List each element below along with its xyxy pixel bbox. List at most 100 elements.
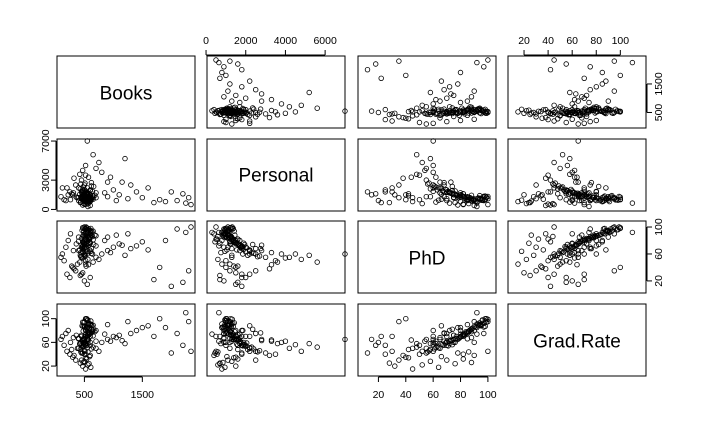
point-phd-vs-grad-rate-120: [535, 236, 542, 242]
point-books-vs-grad-rate-50: [594, 108, 601, 115]
point-personal-vs-grad-rate-136: [593, 188, 599, 195]
point-grad-rate-vs-books-140: [58, 336, 64, 343]
point-personal-vs-phd-61: [396, 182, 402, 188]
point-grad-rate-vs-phd-119: [452, 361, 458, 367]
point-personal-vs-books-68: [93, 165, 99, 172]
point-personal-vs-books-41: [93, 190, 99, 196]
point-grad-rate-vs-phd-129: [368, 336, 375, 343]
point-phd-vs-grad-rate-137: [596, 241, 602, 248]
point-books-vs-grad-rate-121: [528, 110, 534, 116]
point-personal-vs-grad-rate-146: [583, 194, 590, 200]
point-grad-rate-vs-personal-74: [306, 340, 312, 347]
point-books-vs-personal-146: [228, 113, 234, 120]
point-personal-vs-phd-78: [455, 194, 461, 201]
bottom-tick-label-phd-0: 20: [373, 389, 385, 401]
point-books-vs-grad-rate-114: [515, 109, 521, 115]
point-grad-rate-vs-personal-145: [237, 334, 243, 341]
point-books-vs-personal-130: [242, 106, 249, 113]
point-books-vs-phd-78: [455, 81, 461, 87]
point-grad-rate-vs-phd-127: [408, 337, 414, 343]
point-phd-vs-books-72: [110, 244, 117, 250]
point-phd-vs-books-90: [156, 264, 163, 271]
point-phd-vs-grad-rate-140: [575, 254, 581, 260]
point-personal-vs-grad-rate-142: [587, 197, 593, 204]
top-tick-label-grad-rate-3: 80: [590, 35, 602, 47]
point-phd-vs-books-146: [73, 241, 79, 247]
point-personal-vs-grad-rate-127: [574, 174, 580, 180]
point-phd-vs-personal-110: [230, 225, 236, 232]
point-phd-vs-personal-143: [233, 237, 239, 244]
top-tick-label-grad-rate-2: 60: [566, 35, 578, 47]
point-books-vs-phd-123: [438, 107, 445, 113]
point-books-vs-personal-89: [217, 75, 223, 81]
point-grad-rate-vs-personal-134: [211, 352, 217, 359]
point-books-vs-phd-148: [433, 111, 439, 117]
point-books-vs-phd-60: [403, 115, 409, 121]
point-phd-vs-grad-rate-123: [540, 247, 546, 253]
point-books-vs-phd-135: [455, 110, 461, 116]
point-personal-vs-phd-70: [437, 179, 443, 185]
point-grad-rate-vs-phd-140: [423, 336, 429, 343]
point-phd-vs-books-62: [67, 274, 73, 281]
point-phd-vs-grad-rate-147: [576, 234, 583, 240]
point-books-vs-personal-64: [246, 118, 253, 124]
point-personal-vs-books-122: [83, 193, 89, 199]
point-grad-rate-vs-books-143: [65, 327, 71, 334]
point-phd-vs-personal-123: [224, 247, 230, 253]
point-phd-vs-books-91: [162, 237, 169, 244]
point-personal-vs-phd-131: [389, 189, 395, 195]
point-books-vs-phd-73: [451, 92, 457, 99]
point-books-vs-grad-rate-91: [599, 69, 605, 76]
point-books-vs-personal-74: [306, 89, 312, 96]
right-tick-label-phd-2: 100: [653, 218, 665, 236]
point-grad-rate-vs-phd-66: [400, 352, 406, 359]
point-personal-vs-books-143: [65, 192, 71, 198]
point-personal-vs-books-61: [72, 182, 79, 188]
point-personal-vs-grad-rate-34: [552, 180, 558, 186]
point-grad-rate-vs-books-77: [133, 327, 140, 334]
point-grad-rate-vs-books-80: [104, 321, 111, 328]
point-personal-vs-books-82: [101, 190, 108, 196]
point-books-vs-personal-72: [242, 95, 249, 101]
point-personal-vs-grad-rate-113: [521, 192, 527, 198]
point-personal-vs-books-139: [92, 192, 98, 198]
point-books-vs-grad-rate-75: [571, 96, 578, 103]
point-personal-vs-phd-52: [460, 193, 466, 199]
point-books-vs-phd-74: [427, 89, 434, 96]
point-personal-vs-grad-rate-61: [533, 182, 539, 188]
point-personal-vs-grad-rate-1: [569, 194, 575, 201]
point-phd-vs-personal-122: [231, 263, 237, 269]
point-personal-vs-books-20: [78, 177, 85, 183]
point-personal-vs-books-138: [88, 179, 95, 186]
point-phd-vs-books-150: [82, 236, 89, 242]
point-books-vs-grad-rate-104: [616, 108, 622, 115]
point-phd-vs-books-139: [92, 232, 98, 238]
point-personal-vs-phd-76: [441, 182, 447, 188]
point-personal-vs-grad-rate-118: [533, 195, 539, 202]
point-phd-vs-grad-rate-62: [545, 274, 551, 281]
point-books-vs-phd-144: [471, 116, 477, 122]
point-personal-vs-books-72: [110, 187, 117, 193]
point-books-vs-grad-rate-115: [523, 108, 530, 114]
point-phd-vs-personal-148: [218, 249, 224, 256]
point-books-vs-phd-54: [425, 111, 431, 117]
point-grad-rate-vs-phd-80: [464, 321, 471, 328]
point-phd-vs-books-142: [63, 244, 69, 250]
point-grad-rate-vs-phd-134: [471, 352, 477, 359]
point-phd-vs-grad-rate-94: [611, 268, 617, 274]
point-phd-vs-books-124: [77, 259, 83, 265]
point-grad-rate-vs-phd-85: [414, 344, 420, 350]
point-phd-vs-personal-28: [234, 247, 240, 253]
point-phd-vs-grad-rate-143: [593, 237, 599, 244]
point-phd-vs-books-138: [88, 245, 95, 252]
point-personal-vs-phd-64: [389, 185, 395, 191]
point-grad-rate-vs-phd-118: [444, 357, 450, 363]
point-grad-rate-vs-phd-122: [405, 355, 412, 361]
bottom-tick-label-books-0: 500: [76, 389, 94, 401]
point-personal-vs-grad-rate-51: [561, 187, 567, 193]
point-personal-vs-phd-133: [466, 200, 472, 207]
point-personal-vs-phd-111: [477, 195, 483, 202]
panel-personal-vs-personal: [206, 138, 346, 212]
point-phd-vs-grad-rate-68: [557, 254, 563, 260]
point-grad-rate-vs-phd-61: [396, 357, 402, 363]
